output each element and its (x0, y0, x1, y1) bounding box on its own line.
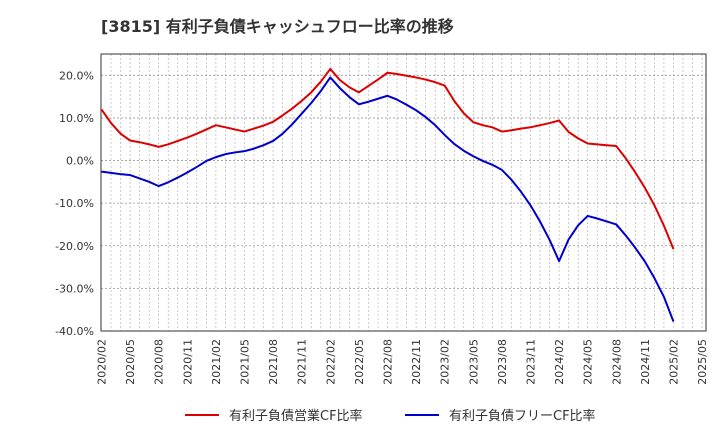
x-tick-label: 2023/05 (467, 339, 480, 385)
x-tick-label: 2020/08 (153, 339, 166, 385)
series-line-1 (100, 67, 675, 250)
y-tick-label: -40.0% (55, 325, 94, 338)
x-tick-label: 2022/11 (410, 339, 423, 385)
x-tick-label: 2024/05 (582, 339, 595, 385)
y-tick-label: 0.0% (66, 155, 94, 168)
x-tick-label: 2022/08 (381, 339, 394, 385)
y-tick-labels: 20.0% 10.0% 0.0% -10.0% -20.0% -30.0% -40.0% (55, 69, 94, 338)
legend-label-2: 有利子負債フリーCF比率 (449, 408, 596, 424)
series-line-2 (101, 76, 675, 322)
legend-label-1: 有利子負債営業CF比率 (229, 408, 363, 424)
y-tick-label: -30.0% (55, 282, 94, 295)
x-tick-label: 2022/05 (353, 339, 366, 385)
x-tick-label: 2023/11 (524, 339, 537, 385)
plot-area (101, 54, 706, 331)
x-tick-label: 2021/11 (296, 339, 309, 385)
x-tick-label: 2022/02 (324, 339, 337, 385)
x-tick-label: 2020/11 (181, 339, 194, 385)
x-tick-label: 2024/11 (639, 339, 652, 385)
x-tick-label: 2025/02 (667, 339, 680, 385)
grid-lines (101, 54, 706, 331)
x-tick-label: 2020/02 (96, 339, 109, 385)
x-tick-label: 2021/08 (267, 339, 280, 385)
x-tick-label: 2020/05 (124, 339, 137, 385)
legend: 有利子負債営業CF比率 有利子負債フリーCF比率 (185, 408, 596, 424)
x-tick-labels: 2020/02 2020/05 2020/08 2020/11 2021/02 2021/… (96, 339, 710, 385)
x-tick-label: 2021/02 (210, 339, 223, 385)
x-tick-label: 2021/05 (238, 339, 251, 385)
y-tick-label: 10.0% (59, 112, 94, 125)
x-tick-label: 2023/08 (496, 339, 509, 385)
x-tick-label: 2024/02 (553, 339, 566, 385)
y-tick-label: 20.0% (59, 69, 94, 82)
x-tick-label: 2025/05 (696, 339, 709, 385)
axes (100, 53, 707, 332)
chart-title: [3815] 有利子負債キャッシュフロー比率の推移 (101, 17, 454, 36)
x-tick-label: 2024/08 (610, 339, 623, 385)
y-tick-label: -20.0% (55, 240, 94, 253)
series-lines (100, 67, 675, 322)
x-tick-label: 2023/02 (439, 339, 452, 385)
plot-frame (100, 53, 707, 332)
y-tick-label: -10.0% (55, 197, 94, 210)
